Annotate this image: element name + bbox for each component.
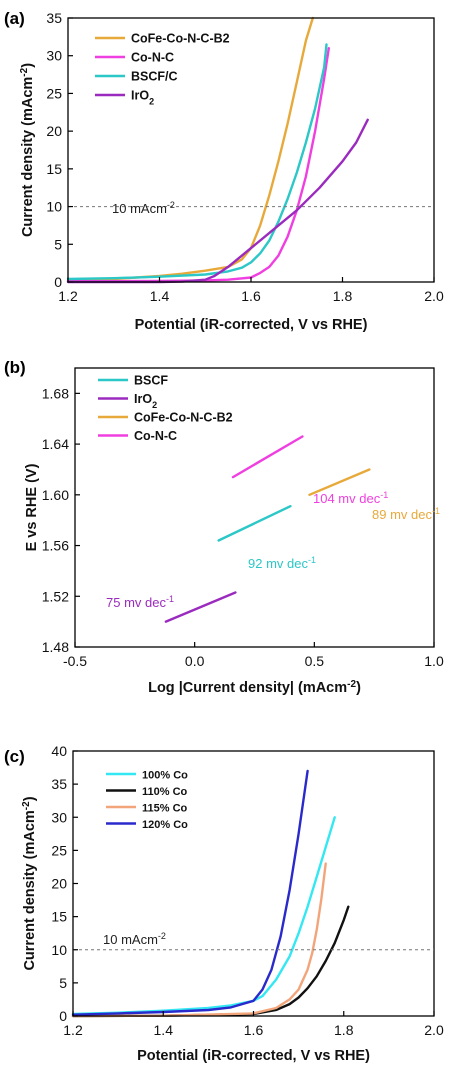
y-tick-label: 30 [46, 48, 62, 64]
legend-label: IrO2 [131, 89, 154, 107]
x-tick-label: 1.6 [241, 288, 261, 304]
legend-label: CoFe-Co-N-C-B2 [131, 32, 230, 46]
y-tick-label: 0 [59, 1008, 67, 1024]
y-tick-label: 1.48 [42, 639, 69, 655]
series-line-3 [308, 468, 371, 496]
legend-label: BSCF/C [131, 70, 178, 84]
panel-c: 10 mAcm-2 1.2 1.4 1.6 1.8 2.0 0 5 10 15 20 25 30 35 40… [4, 743, 444, 1064]
y-tick-label: 35 [51, 776, 67, 792]
x-tick-label: 1.2 [63, 1022, 83, 1038]
legend-label: 120% Co [142, 819, 188, 831]
x-tick-label: 2.0 [424, 288, 444, 304]
y-tick-label: 1.60 [42, 487, 69, 503]
y-tick-label: 25 [51, 842, 67, 858]
panel-b: -0.5 0.0 0.5 1.0 1.48 1.52 1.56 1.60 1.64 1.68 Log… [4, 358, 444, 696]
y-tick-label: 1.52 [42, 588, 69, 604]
legend-label: BSCF [134, 374, 168, 388]
series-line-2 [66, 47, 330, 283]
y-axis-label: Current density (mAcm-2) [19, 63, 37, 237]
panel-label: (b) [4, 358, 26, 377]
panel-label: (a) [4, 9, 25, 28]
series-line-4 [71, 769, 309, 1016]
y-tick-label: 1.56 [42, 538, 69, 554]
x-tick-label: 0.5 [305, 653, 325, 669]
legend-label: 110% Co [142, 786, 188, 798]
slope-annotation: 89 mv dec-1 [372, 506, 440, 522]
legend-label: 100% Co [142, 770, 188, 782]
y-tick-label: 35 [46, 10, 62, 26]
slope-annotation: 75 mv dec-1 [106, 594, 174, 610]
y-tick-label: 15 [46, 161, 62, 177]
legend-label: Co-N-C [134, 429, 177, 443]
x-tick-label: 1.8 [334, 1022, 354, 1038]
y-tick-label: 10 [51, 942, 67, 958]
series-line-3 [71, 862, 327, 1018]
y-tick-label: 1.68 [42, 385, 69, 401]
y-axis-label: E vs RHE (V) [24, 463, 40, 551]
y-tick-label: 5 [59, 975, 67, 991]
slope-annotation: 92 mv dec-1 [248, 555, 316, 571]
series-line-2 [164, 591, 237, 623]
reference-line-label: 10 mAcm-2 [103, 931, 166, 947]
y-tick-label: 25 [46, 85, 62, 101]
panel-a: 10 mAcm-2 1.2 1.4 1.6 1.8 2.0 0 5 10 15 20 25 30 35 Po… [4, 9, 444, 333]
series-line-3 [66, 43, 328, 281]
legend: 100% Co 110% Co 115% Co 120% Co [106, 770, 188, 831]
series-line-4 [231, 435, 304, 479]
legend-label: IrO2 [134, 392, 157, 410]
x-tick-label: 1.4 [154, 1022, 174, 1038]
legend-label: 115% Co [142, 803, 188, 815]
series-line-1 [71, 816, 336, 1016]
legend-label: Co-N-C [131, 51, 174, 65]
y-tick-label: 0 [54, 274, 62, 290]
y-tick-label: 40 [51, 743, 67, 759]
y-axis-label: Current density (mAcm-2) [21, 796, 39, 970]
x-tick-label: 1.0 [424, 653, 444, 669]
x-tick-label: 1.8 [333, 288, 353, 304]
reference-line-label: 10 mAcm-2 [112, 200, 175, 216]
series-line-2 [71, 905, 350, 1018]
plot-frame [74, 367, 435, 648]
x-axis-label: Potential (iR-corrected, V vs RHE) [135, 317, 368, 333]
x-tick-label: 2.0 [424, 1022, 444, 1038]
x-tick-label: 1.6 [244, 1022, 264, 1038]
y-tick-label: 15 [51, 909, 67, 925]
legend-label: CoFe-Co-N-C-B2 [134, 411, 233, 425]
y-tick-label: 20 [51, 876, 67, 892]
y-tick-label: 5 [54, 236, 62, 252]
legend: CoFe-Co-N-C-B2 Co-N-C BSCF/C IrO2 [95, 32, 230, 107]
x-tick-label: -0.5 [63, 653, 87, 669]
y-tick-label: 20 [46, 123, 62, 139]
panel-label: (c) [4, 747, 25, 766]
x-tick-label: 0.0 [185, 653, 205, 669]
series-line-1 [217, 505, 292, 542]
x-axis-label: Potential (iR-corrected, V vs RHE) [137, 1048, 370, 1064]
y-tick-label: 1.64 [42, 436, 69, 452]
slope-annotation: 104 mv dec-1 [313, 490, 388, 506]
y-tick-label: 30 [51, 809, 67, 825]
x-tick-label: 1.2 [58, 288, 78, 304]
x-axis-label: Log |Current density| (mAcm-2) [148, 679, 361, 697]
x-tick-label: 1.4 [150, 288, 170, 304]
y-tick-label: 10 [46, 199, 62, 215]
